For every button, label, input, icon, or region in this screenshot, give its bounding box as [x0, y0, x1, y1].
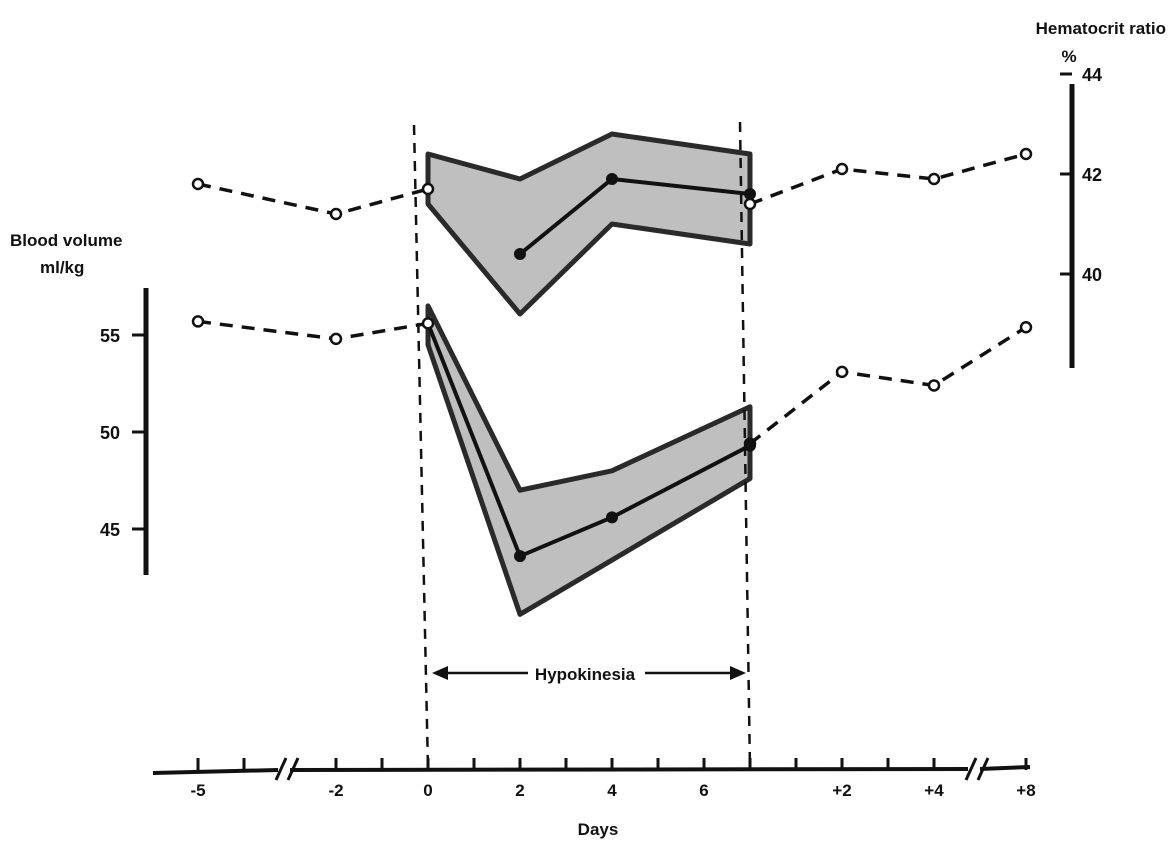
left-axis-tick-label: 55 [100, 326, 120, 346]
right-axis-title-line2: % [1061, 47, 1076, 66]
series-2-open-point [927, 379, 941, 392]
series-1-open-point [329, 207, 343, 221]
hypokinesia-start-line [412, 124, 430, 771]
variance-bands [425, 131, 753, 617]
x-axis-tick-label: 4 [607, 781, 617, 800]
series-2-open-point [421, 317, 435, 330]
hypokinesia-arrowhead-right [730, 666, 746, 680]
hypokinesia-arrowhead-left [432, 666, 448, 680]
series-2-hypokinesia-line [426, 322, 751, 559]
series-2-control-line-post [748, 325, 1027, 446]
x-axis-tick-label: 2 [515, 781, 524, 800]
series-1-open-point [743, 197, 757, 211]
series-1-filled-point [514, 248, 526, 260]
left-axis-tick-label: 50 [100, 423, 120, 443]
x-axis-tick-label: -2 [328, 781, 343, 800]
x-axis-tick-label: +8 [1016, 781, 1035, 800]
series-1-open-point [835, 162, 849, 176]
variance-band-2 [425, 303, 753, 617]
series-2-open-point [1019, 320, 1033, 334]
series-1-open-point [927, 172, 941, 186]
series-2-open-point [835, 365, 849, 379]
series-2-filled-point [606, 511, 618, 524]
variance-band-1 [425, 131, 753, 317]
series-1-open-point [1019, 147, 1033, 161]
x-axis-tick-label: 0 [423, 781, 432, 800]
x-axis-segment [289, 767, 969, 772]
series-1-filled-point [606, 173, 618, 185]
series-2-open-point [329, 332, 343, 346]
series-2-filled-point [744, 439, 756, 452]
x-axis-break-mark [976, 757, 990, 781]
x-axis-segment [979, 765, 1031, 771]
series-1-open-point [421, 182, 435, 196]
x-axis-segment [152, 768, 279, 775]
x-axis-break-mark [274, 757, 288, 781]
right-axis-tick-label: 42 [1082, 165, 1102, 185]
left-axis-tick-label: 45 [100, 520, 120, 540]
right-axis-title-line1: Hematocrit ratio [1036, 19, 1166, 38]
x-axis-tick-label: 6 [699, 781, 708, 800]
series-2-control-line-pre [197, 319, 429, 341]
series-2-open-point [191, 315, 205, 328]
series-1-open-point [191, 177, 205, 191]
x-axis-tick-label: +4 [924, 781, 944, 800]
right-axis-tick-label: 44 [1082, 65, 1102, 85]
series-1-control-line-pre [197, 182, 429, 216]
right-axis-tick-label: 40 [1082, 265, 1102, 285]
x-axis-break-mark [286, 757, 300, 781]
x-axis-tick-label: -5 [190, 781, 205, 800]
series-1-filled-point [744, 188, 756, 200]
x-axis-title: Days [578, 820, 619, 839]
series-lines [191, 147, 1033, 563]
series-1-control-line-post [749, 152, 1027, 206]
hypokinesia-label: Hypokinesia [535, 665, 636, 684]
axes: 55 50 45 44 42 40 -5 -2 0 2 4 6 +2 +4 +8 [100, 65, 1102, 800]
left-axis-title-line1: Blood volume [10, 231, 122, 250]
series-2-filled-point [514, 550, 526, 563]
x-axis-tick-label: +2 [832, 781, 851, 800]
labels: Blood volume ml/kg Hematocrit ratio % Da… [10, 19, 1166, 839]
left-axis-title-line2: ml/kg [40, 258, 84, 277]
x-axis-break-mark [964, 757, 978, 781]
